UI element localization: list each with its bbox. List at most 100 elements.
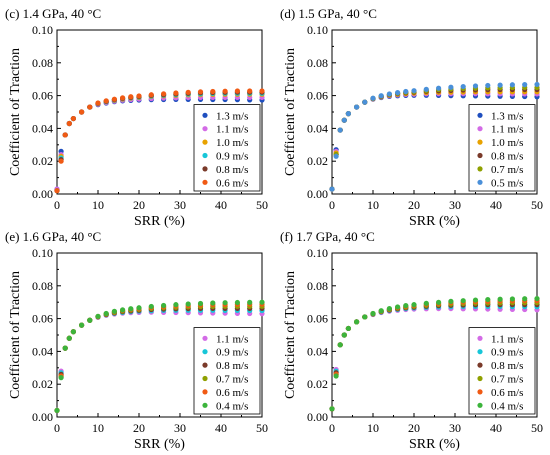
data-point: [534, 295, 540, 302]
legend-label: 0.9 m/s: [491, 347, 523, 359]
legend-box: [468, 327, 536, 415]
data-point: [161, 302, 167, 309]
data-point: [259, 299, 265, 305]
legend-marker: [202, 375, 208, 382]
y-tick-label: 0.06: [307, 312, 328, 326]
legend-marker: [477, 402, 483, 408]
data-point: [58, 158, 64, 164]
x-tick-label: 40: [215, 198, 227, 212]
y-tick-label: 0.04: [32, 121, 53, 135]
data-point: [354, 104, 360, 110]
legend-label: 1.1 m/s: [491, 333, 523, 345]
legend-label: 0.8 m/s: [491, 360, 523, 372]
data-point: [247, 299, 253, 305]
legend-label: 0.8 m/s: [216, 360, 248, 372]
legend-box: [193, 104, 261, 192]
y-tick-label: 0.02: [307, 377, 328, 391]
legend-marker: [477, 349, 483, 355]
data-point: [136, 305, 142, 311]
x-tick-label: 30: [449, 198, 461, 212]
legend-marker: [477, 375, 483, 382]
data-point: [58, 375, 64, 381]
y-tick-label: 0.02: [32, 377, 53, 391]
y-tick-label: 0.08: [32, 279, 53, 293]
data-point: [370, 95, 376, 101]
series-5: [54, 299, 265, 414]
legend-marker: [477, 389, 483, 395]
y-tick-label: 0.06: [32, 312, 53, 326]
legend-label: 0.7 m/s: [216, 374, 248, 386]
y-tick-label: 0.08: [32, 56, 53, 70]
legend-label: 1.3 m/s: [216, 110, 248, 122]
data-point: [460, 83, 466, 90]
data-point: [436, 85, 442, 91]
data-point: [79, 322, 85, 328]
x-tick-label: 50: [256, 198, 268, 212]
y-tick-label: 0.10: [32, 246, 53, 260]
chart-panel-d: (d) 1.5 GPa, 40 °C 0 10 20 30 40 50 0.00 0.02 0.0…: [280, 6, 543, 229]
data-point: [522, 82, 528, 88]
data-point: [185, 301, 191, 307]
data-point: [522, 296, 528, 302]
legend-label: 0.8 m/s: [216, 164, 248, 176]
legend-marker: [202, 166, 208, 172]
data-point: [341, 332, 347, 338]
legend-marker: [202, 362, 208, 368]
data-point: [341, 117, 347, 123]
data-point: [460, 298, 466, 304]
data-point: [210, 300, 216, 306]
x-tick-label: 50: [531, 421, 543, 435]
x-tick-label: 0: [54, 198, 60, 212]
legend-label: 1.0 m/s: [491, 137, 523, 149]
data-point: [66, 335, 72, 341]
x-tick-label: 0: [329, 421, 335, 435]
legend-label: 1.3 m/s: [491, 110, 523, 122]
x-tick-label: 0: [54, 421, 60, 435]
legend-marker: [477, 166, 483, 172]
data-point: [411, 88, 417, 94]
x-tick-label: 40: [215, 421, 227, 435]
x-tick-label: 40: [490, 421, 502, 435]
data-point: [378, 93, 384, 99]
x-tick-label: 10: [367, 421, 379, 435]
legend-label: 0.9 m/s: [216, 347, 248, 359]
legend-label: 1.1 m/s: [216, 124, 248, 136]
data-point: [70, 115, 76, 122]
legend-label: 0.7 m/s: [491, 374, 523, 386]
legend-label: 0.4 m/s: [491, 400, 523, 412]
data-point: [173, 302, 179, 308]
legend-marker: [202, 402, 208, 408]
x-tick-label: 40: [490, 198, 502, 212]
y-tick-label: 0.10: [307, 23, 328, 37]
y-tick-label: 0.06: [307, 89, 328, 103]
y-tick-label: 0.00: [32, 410, 53, 424]
chart-title: (c) 1.4 GPa, 40 °C: [5, 6, 101, 21]
data-point: [333, 373, 339, 379]
data-point: [509, 296, 515, 302]
x-tick-label: 30: [449, 421, 461, 435]
y-axis-label: Coefficient of Traction: [283, 271, 298, 399]
x-tick-label: 10: [92, 421, 104, 435]
legend-marker: [202, 139, 208, 145]
data-point: [436, 299, 442, 305]
data-point: [79, 109, 85, 115]
data-point: [423, 300, 429, 306]
y-tick-label: 0.08: [307, 56, 328, 70]
y-tick-label: 0.10: [32, 23, 53, 37]
x-tick-label: 20: [133, 421, 145, 435]
x-tick-label: 50: [531, 198, 543, 212]
data-point: [362, 314, 368, 320]
data-point: [87, 104, 93, 110]
x-tick-label: 30: [174, 421, 186, 435]
data-point: [70, 329, 76, 335]
data-point: [345, 325, 351, 332]
legend-label: 0.8 m/s: [491, 151, 523, 163]
series-5: [329, 295, 540, 412]
data-point: [54, 188, 60, 194]
y-axis-label: Coefficient of Traction: [283, 48, 298, 176]
data-point: [386, 91, 392, 97]
y-tick-label: 0.00: [32, 187, 53, 201]
y-axis-label: Coefficient of Traction: [8, 48, 23, 176]
data-point: [485, 82, 491, 89]
legend-marker: [477, 152, 483, 159]
